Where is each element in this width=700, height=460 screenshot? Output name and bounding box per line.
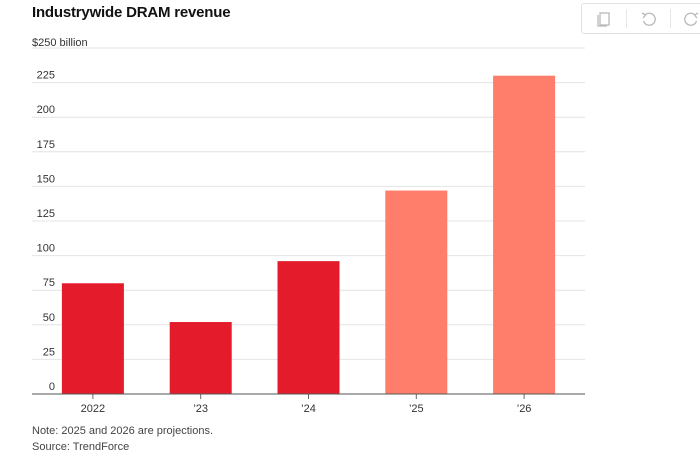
y-tick-label: 25 [43, 346, 55, 358]
y-tick-label: 125 [37, 208, 55, 220]
y-tick-label: 100 [37, 243, 55, 255]
undo-button[interactable] [637, 8, 659, 30]
chart-toolbar [581, 3, 700, 34]
y-tick-label: 0 [49, 381, 55, 393]
redo-icon [684, 12, 699, 26]
bar-1 [169, 322, 232, 394]
axes: 0 25 50 75 100 125 150 175 200 225 2022 ’23 ’24 ’25 ’2… [32, 70, 585, 415]
x-tick-label: ’24 [301, 403, 316, 415]
x-tick-label: ’26 [517, 403, 532, 415]
undo-icon [641, 12, 656, 26]
bar-2 [277, 261, 340, 394]
bar-4 [493, 75, 556, 395]
footnote: Note: 2025 and 2026 are projections. [32, 425, 214, 437]
y-tick-label: 75 [43, 277, 55, 289]
x-tick-label: ’25 [409, 403, 424, 415]
y-tick-label: 225 [37, 70, 55, 82]
copy-icon [597, 12, 610, 27]
chart-title: Industrywide DRAM revenue [32, 4, 231, 21]
y-tick-label: 50 [43, 312, 55, 324]
y-axis-unit-label: $250 billion [32, 37, 88, 49]
bar-0 [61, 283, 124, 394]
copy-button[interactable] [593, 8, 615, 30]
x-tick-label: 2022 [81, 403, 105, 415]
bar-3 [385, 190, 448, 394]
source-credit: Source: TrendForce [32, 441, 130, 453]
x-tick-label: ’23 [193, 403, 208, 415]
grid-lines [32, 47, 585, 360]
y-tick-label: 175 [37, 139, 55, 151]
y-tick-label: 150 [37, 173, 55, 185]
redo-button[interactable] [681, 8, 700, 30]
bars [61, 75, 556, 395]
y-tick-label: 200 [37, 104, 55, 116]
